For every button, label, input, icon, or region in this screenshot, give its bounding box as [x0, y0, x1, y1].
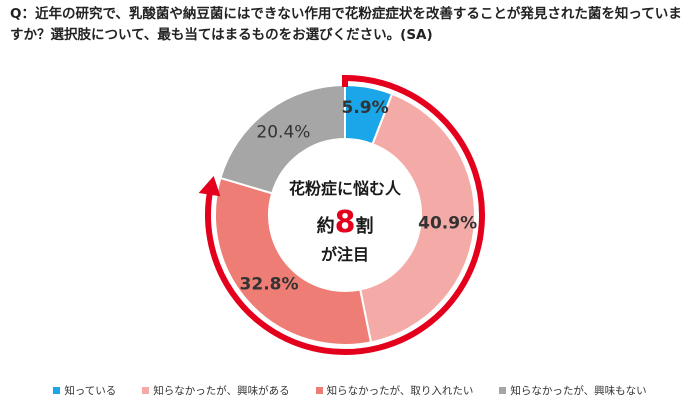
legend-item: 知らなかったが、興味もない: [499, 383, 647, 398]
chart-legend: 知っている 知らなかったが、興味がある 知らなかったが、取り入れたい 知らなかったが、…: [0, 383, 700, 398]
slice-labels: 5.9% 40.9% 32.8% 20.4%: [240, 98, 478, 295]
center-number: 8: [335, 205, 356, 240]
slice-value-label: 32.8%: [240, 275, 299, 295]
center-text: 花粉症に悩む人 約8割 が注目: [289, 179, 402, 264]
legend-swatch: [499, 387, 507, 394]
legend-item: 知っている: [53, 383, 116, 398]
legend-label: 知らなかったが、興味もない: [510, 385, 647, 397]
legend-item: 知らなかったが、興味がある: [142, 383, 290, 398]
arrow-head: [198, 175, 221, 197]
center-suffix: 割: [355, 215, 373, 237]
highlight-arrow: [198, 75, 485, 355]
legend-swatch: [53, 387, 61, 394]
donut-slice: [358, 92, 476, 344]
slice-value-label: 5.9%: [342, 98, 389, 118]
question-text: Q：近年の研究で、乳酸菌や納豆菌にはできない作用で花粉症症状を改善することが発見…: [10, 6, 682, 43]
legend-label: 知っている: [64, 385, 117, 397]
legend-label: 知らなかったが、興味がある: [153, 385, 290, 397]
legend-swatch: [315, 387, 323, 394]
slice-value-label: 20.4%: [256, 122, 310, 142]
center-prefix: 約: [317, 215, 335, 237]
donut-chart: 5.9% 40.9% 32.8% 20.4% 花粉症に悩む人 約8割 が注目: [198, 75, 485, 355]
slice-value-label: 40.9%: [418, 214, 477, 234]
legend-swatch: [142, 387, 150, 394]
arrow-arc: [205, 75, 485, 355]
center-line2: 約8割: [317, 205, 374, 240]
center-line1: 花粉症に悩む人: [289, 179, 402, 198]
legend-item: 知らなかったが、取り入れたい: [315, 383, 474, 398]
legend-label: 知らなかったが、取り入れたい: [326, 385, 474, 397]
center-line3: が注目: [321, 245, 369, 264]
